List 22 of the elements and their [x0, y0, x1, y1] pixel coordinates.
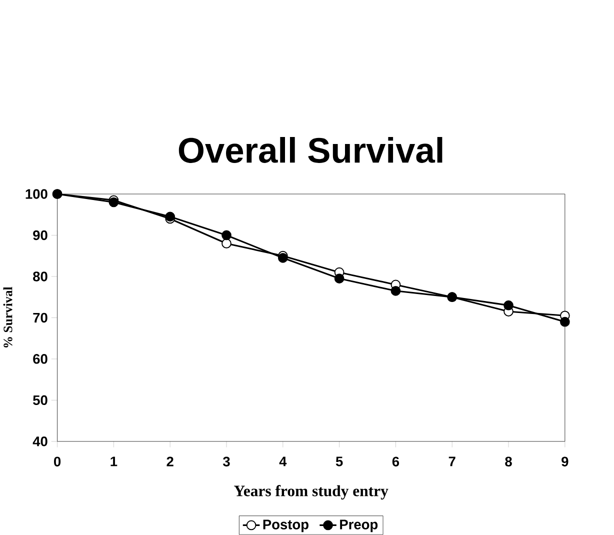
x-tick-label: 8	[505, 456, 512, 467]
x-tick-label: 9	[562, 456, 568, 467]
chart-title: Overall Survival	[178, 137, 442, 164]
y-tick-label: 80	[33, 272, 48, 282]
x-tick-label: 6	[392, 456, 400, 467]
y-tick-label: 50	[33, 395, 48, 406]
x-tick-label: 1	[110, 456, 118, 466]
legend-label: Preop	[340, 520, 378, 532]
x-tick-label: 3	[222, 456, 230, 467]
y-tick-label: 70	[33, 312, 48, 323]
x-axis-title: Years from study entry	[234, 485, 388, 500]
y-axis-title: % Survival	[3, 286, 12, 348]
y-tick-label: 90	[33, 230, 48, 240]
x-tick-label: 4	[279, 456, 287, 466]
x-tick-label: 2	[166, 456, 174, 466]
y-tick-label: 60	[33, 354, 48, 364]
x-tick-label: 0	[54, 456, 61, 467]
x-tick-label: 7	[448, 456, 456, 466]
y-tick-label: 100	[26, 189, 48, 199]
legend-label: Postop	[263, 520, 308, 532]
x-tick-label: 5	[336, 456, 343, 466]
y-tick-label: 40	[32, 436, 48, 446]
